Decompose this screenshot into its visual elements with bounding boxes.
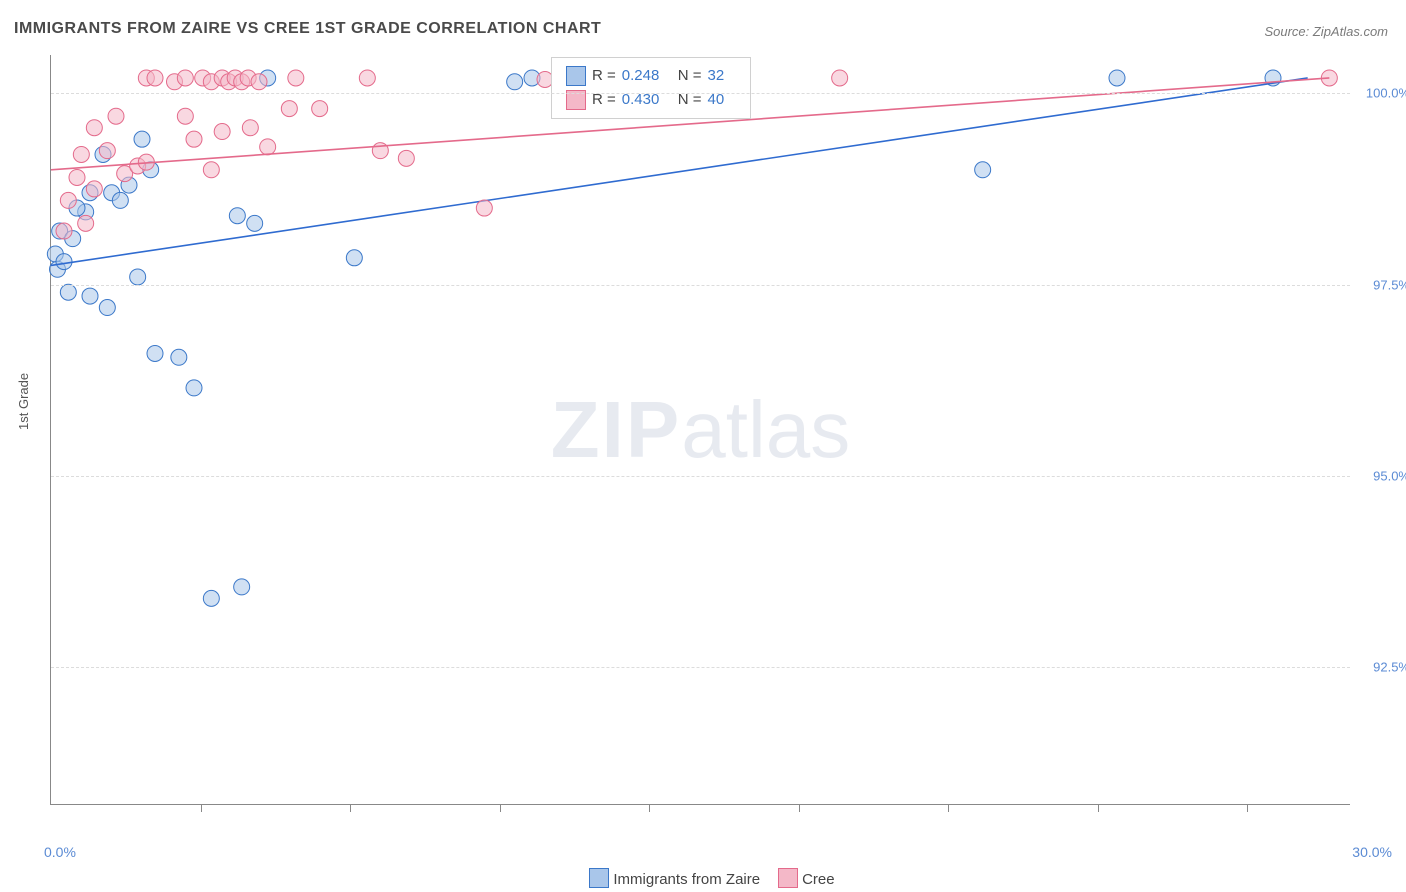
data-point bbox=[186, 131, 202, 147]
data-point bbox=[832, 70, 848, 86]
data-point bbox=[186, 380, 202, 396]
data-point bbox=[86, 120, 102, 136]
data-point bbox=[214, 124, 230, 140]
data-point bbox=[203, 590, 219, 606]
r-label: R = bbox=[592, 88, 616, 112]
x-min-label: 0.0% bbox=[44, 844, 76, 860]
data-point bbox=[247, 215, 263, 231]
y-tick-label: 95.0% bbox=[1355, 468, 1406, 483]
data-point bbox=[147, 345, 163, 361]
data-point bbox=[288, 70, 304, 86]
r-label: R = bbox=[592, 64, 616, 88]
n-value: 32 bbox=[708, 64, 736, 88]
data-point bbox=[56, 254, 72, 270]
data-point bbox=[507, 74, 523, 90]
data-point bbox=[177, 70, 193, 86]
x-max-label: 30.0% bbox=[1352, 844, 1392, 860]
data-point bbox=[130, 269, 146, 285]
source-label: Source: ZipAtlas.com bbox=[1264, 24, 1388, 39]
legend-swatch bbox=[566, 66, 586, 86]
chart-title: IMMIGRANTS FROM ZAIRE VS CREE 1ST GRADE … bbox=[14, 20, 601, 38]
data-point bbox=[147, 70, 163, 86]
x-tick bbox=[350, 804, 351, 812]
n-label: N = bbox=[678, 88, 702, 112]
data-point bbox=[251, 74, 267, 90]
data-point bbox=[78, 215, 94, 231]
plot-area: ZIPatlas R =0.248N =32R =0.430N =40 92.5… bbox=[50, 55, 1350, 805]
data-point bbox=[242, 120, 258, 136]
data-point bbox=[476, 200, 492, 216]
legend-swatch bbox=[778, 868, 798, 888]
x-tick bbox=[1247, 804, 1248, 812]
n-value: 40 bbox=[708, 88, 736, 112]
plot-svg bbox=[51, 55, 1350, 804]
data-point bbox=[346, 250, 362, 266]
data-point bbox=[203, 162, 219, 178]
stats-legend: R =0.248N =32R =0.430N =40 bbox=[551, 57, 751, 119]
gridline bbox=[51, 93, 1350, 94]
data-point bbox=[312, 101, 328, 117]
legend-row: R =0.248N =32 bbox=[566, 64, 736, 88]
data-point bbox=[86, 181, 102, 197]
data-point bbox=[112, 192, 128, 208]
data-point bbox=[73, 146, 89, 162]
x-tick bbox=[1098, 804, 1099, 812]
gridline bbox=[51, 667, 1350, 668]
legend-label: Immigrants from Zaire bbox=[613, 871, 760, 888]
data-point bbox=[281, 101, 297, 117]
bottom-legend: Immigrants from Zaire Cree bbox=[0, 868, 1406, 888]
gridline bbox=[51, 476, 1350, 477]
data-point bbox=[1109, 70, 1125, 86]
data-point bbox=[60, 284, 76, 300]
data-point bbox=[56, 223, 72, 239]
x-tick bbox=[201, 804, 202, 812]
data-point bbox=[134, 131, 150, 147]
x-tick bbox=[649, 804, 650, 812]
data-point bbox=[99, 143, 115, 159]
data-point bbox=[99, 300, 115, 316]
legend-row: R =0.430N =40 bbox=[566, 88, 736, 112]
data-point bbox=[359, 70, 375, 86]
x-tick bbox=[500, 804, 501, 812]
data-point bbox=[171, 349, 187, 365]
y-tick-label: 92.5% bbox=[1355, 660, 1406, 675]
y-tick-label: 100.0% bbox=[1355, 86, 1406, 101]
y-axis-label: 1st Grade bbox=[16, 373, 31, 430]
gridline bbox=[51, 285, 1350, 286]
r-value: 0.430 bbox=[622, 88, 672, 112]
data-point bbox=[260, 139, 276, 155]
data-point bbox=[60, 192, 76, 208]
y-tick-label: 97.5% bbox=[1355, 277, 1406, 292]
data-point bbox=[108, 108, 124, 124]
r-value: 0.248 bbox=[622, 64, 672, 88]
data-point bbox=[398, 150, 414, 166]
x-tick bbox=[799, 804, 800, 812]
n-label: N = bbox=[678, 64, 702, 88]
legend-label: Cree bbox=[802, 871, 835, 888]
legend-swatch bbox=[589, 868, 609, 888]
data-point bbox=[229, 208, 245, 224]
data-point bbox=[82, 288, 98, 304]
data-point bbox=[234, 579, 250, 595]
data-point bbox=[69, 169, 85, 185]
data-point bbox=[975, 162, 991, 178]
data-point bbox=[177, 108, 193, 124]
x-tick bbox=[948, 804, 949, 812]
